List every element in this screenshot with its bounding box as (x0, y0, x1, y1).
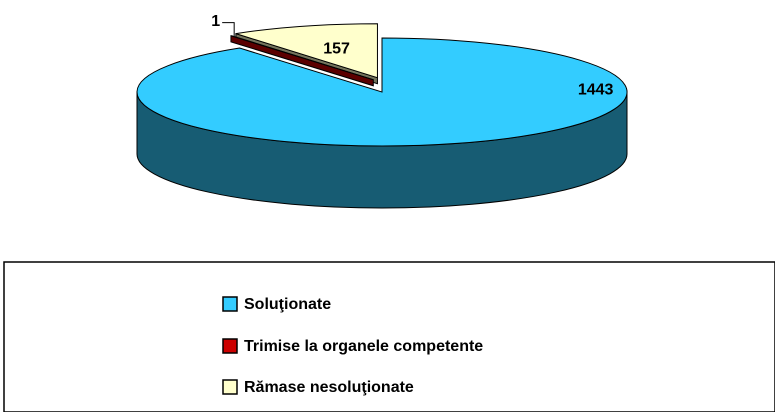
legend-label: Trimise la organele competente (244, 338, 483, 355)
legend-label: Soluţionate (244, 296, 331, 313)
data-label: 157 (323, 41, 350, 58)
legend-box (3, 261, 775, 412)
leader-line (222, 22, 235, 37)
data-label: 1443 (578, 81, 614, 98)
legend-swatch (222, 296, 238, 312)
legend-swatch (222, 338, 238, 354)
pie-slice (136, 37, 628, 147)
data-label: 1 (211, 13, 220, 30)
pie-slice (230, 35, 374, 81)
legend-swatch (222, 379, 238, 395)
pie-slice (235, 23, 378, 79)
legend-label: Rămase nesoluţionate (244, 379, 414, 396)
